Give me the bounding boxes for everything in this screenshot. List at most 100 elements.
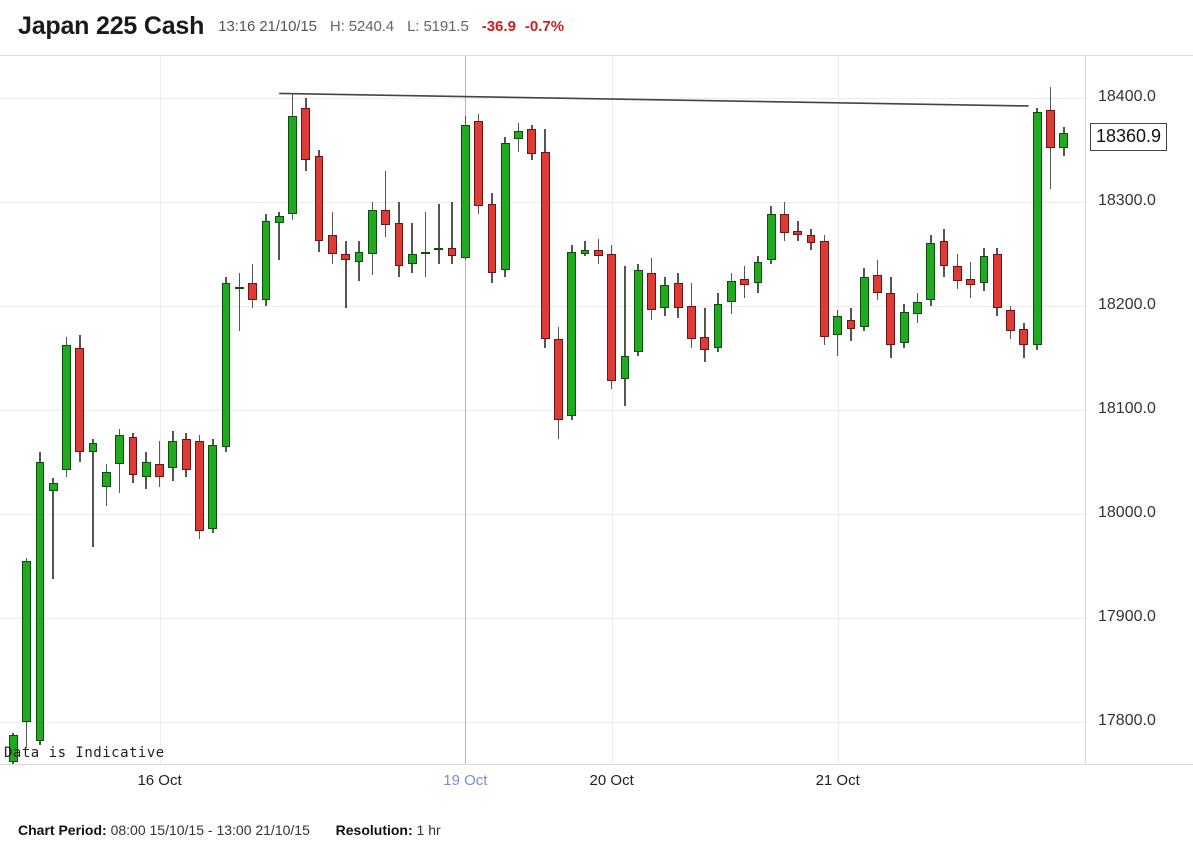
candle-wick (624, 266, 626, 406)
candle-body (540, 151, 550, 340)
candle-wick (424, 212, 427, 277)
candle-body (421, 251, 430, 254)
candle-body (952, 266, 962, 281)
candle-wick (584, 241, 586, 256)
candle-body (527, 128, 537, 154)
candle-body (806, 235, 816, 244)
resolution-value: 1 hr (416, 822, 441, 838)
chart-frame (0, 55, 1193, 765)
candle-body (873, 274, 882, 294)
candle-body (328, 235, 337, 254)
candle-body (913, 301, 922, 315)
candle-body (48, 482, 58, 492)
candle-body (1046, 110, 1055, 148)
candle-body (274, 216, 284, 223)
session-high: H: 5240.4 (329, 17, 395, 35)
candle-body (101, 472, 111, 488)
candle-wick (703, 307, 706, 363)
candle-body (846, 320, 856, 329)
candle-body (407, 253, 417, 265)
price-axis-label: 18300.0 (1098, 191, 1156, 209)
candlestick-plot[interactable] (0, 56, 1085, 764)
resolution-label: Resolution: (335, 822, 413, 838)
candle-body (726, 280, 736, 302)
candle-body (141, 462, 151, 477)
candle-body (766, 214, 776, 261)
quote-timestamp: 13:16 21/10/15 (218, 17, 317, 35)
candle-body (979, 255, 989, 283)
candle-body (567, 251, 577, 417)
candle-body (288, 116, 297, 215)
candle-body (234, 287, 244, 290)
price-axis: 18400.0 18300.0 18200.0 18100.0 18000.0 17900… (1086, 55, 1193, 765)
chart-header: Japan 225 Cash 13:16 21/10/15 H: 5240.4 … (0, 0, 1193, 52)
price-axis-label: 18400.0 (1098, 87, 1156, 105)
gridline-horizontal (0, 514, 1085, 516)
candle-body (460, 124, 470, 258)
candle-body (22, 560, 31, 723)
candle-body (859, 276, 869, 327)
candle-body (487, 203, 497, 273)
candle-body (700, 337, 710, 350)
candle-body (713, 303, 723, 348)
candle-body (1019, 328, 1029, 346)
gridline-horizontal (0, 410, 1085, 411)
candle-body (580, 249, 590, 254)
candle-body (115, 434, 125, 465)
candle-body (687, 305, 696, 340)
candle-body (819, 241, 829, 338)
candle-body (168, 441, 178, 469)
candle-body (447, 247, 457, 256)
candle-body (1006, 310, 1015, 331)
price-axis-label: 17900.0 (1098, 608, 1156, 626)
candle-body (8, 734, 18, 762)
candle-body (248, 282, 257, 300)
candle-body (367, 210, 377, 254)
candle-body (195, 441, 204, 531)
candle-wick (451, 201, 453, 265)
candle-body (780, 214, 789, 233)
candle-body (394, 222, 404, 267)
instrument-title: Japan 225 Cash (18, 11, 205, 40)
candle-body (381, 210, 390, 225)
candle-wick (238, 272, 241, 331)
chart-period-label: Chart Period: (18, 822, 107, 838)
session-low: L: 5191.5 (407, 17, 469, 35)
candle-wick (92, 439, 94, 548)
price-axis-label: 18000.0 (1098, 504, 1156, 522)
candle-wick (437, 203, 440, 265)
candle-body (35, 462, 45, 742)
candle-body (75, 347, 85, 452)
candle-body (181, 439, 191, 471)
candle-body (208, 445, 218, 529)
candle-body (992, 253, 1002, 308)
time-axis-label: 16 Oct (137, 772, 182, 789)
candle-body (633, 270, 643, 352)
candle-body (514, 130, 523, 140)
candle-wick (52, 477, 54, 579)
plot-right-border (1085, 56, 1086, 764)
gridline-vertical (838, 56, 839, 764)
candle-body (966, 278, 976, 286)
time-axis-label: 20 Oct (589, 772, 634, 789)
gridline-horizontal (0, 722, 1085, 724)
chart-footer: Chart Period: 08:00 15/10/15 - 13:00 21/… (18, 822, 441, 838)
candle-body (607, 253, 617, 381)
candle-body (833, 316, 843, 336)
chart-period-value: 08:00 15/10/15 - 13:00 21/10/15 (110, 822, 310, 838)
gridline-vertical-today (465, 56, 466, 764)
candle-wick (411, 222, 413, 273)
candle-body (899, 312, 909, 344)
price-change: -36.9 (481, 17, 516, 35)
gridline-horizontal (0, 97, 1085, 99)
candle-body (926, 243, 936, 300)
candle-wick (158, 441, 161, 488)
price-axis-label: 18200.0 (1098, 295, 1156, 313)
candle-body (740, 278, 749, 286)
gridline-horizontal (0, 618, 1085, 620)
candle-body (1032, 112, 1042, 346)
candle-body (793, 230, 803, 236)
candle-body (128, 437, 138, 475)
candle-body (474, 120, 484, 206)
